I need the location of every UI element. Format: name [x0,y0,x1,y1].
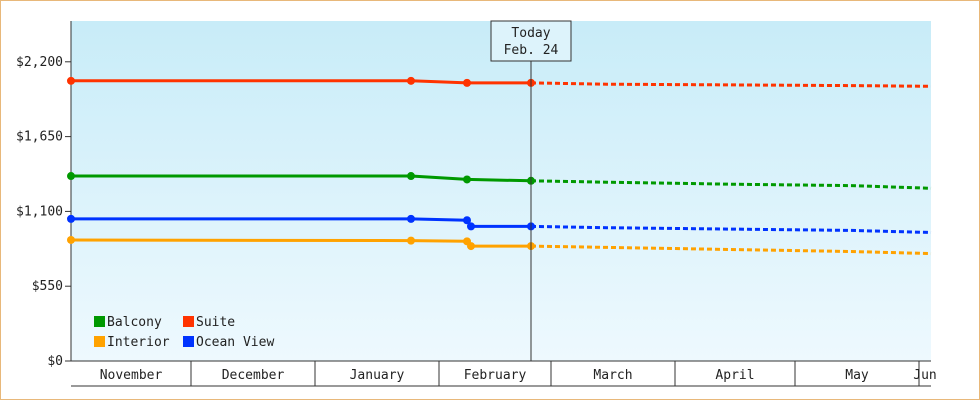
series-layer [67,76,932,256]
today-box [490,20,572,62]
data-point [67,172,75,181]
legend-label: Interior [107,335,170,350]
x-axis: November December January February March Apri… [71,360,937,387]
data-point [67,76,75,85]
x-tick-label: November [100,368,163,383]
data-point [463,78,471,87]
series-actual-line [71,79,531,85]
x-tick-label: February [464,368,527,383]
legend-swatch [183,336,194,347]
data-point [407,214,415,223]
x-tick-label: April [715,368,754,383]
y-tick-label: $550 [32,279,63,294]
data-point [467,222,475,231]
x-tick-label: May [845,368,869,383]
data-point [67,235,75,244]
series-actual-line [71,174,532,183]
series-balcony [67,172,932,190]
legend-swatch [183,316,194,327]
series-forecast-line [530,81,932,88]
y-tick-label: $0 [47,354,63,369]
y-tick-label: $1,100 [16,204,63,219]
x-tick-label: January [350,368,405,383]
y-tick-label: $1,650 [16,130,63,145]
data-point [407,76,415,85]
x-tick-label: Jun [913,368,936,383]
series-forecast-line [530,244,932,256]
y-axis: $2,200 $1,650 $1,100 $550 $0 [16,21,72,369]
data-point [407,236,415,245]
data-point [463,216,471,225]
legend-label: Suite [196,315,235,330]
series-forecast-line [530,179,932,190]
y-tick-label: $2,200 [16,55,63,70]
today-label: Today [511,26,550,41]
data-point [463,175,471,184]
data-point [67,214,75,223]
plot-area [71,21,931,361]
today-marker: Today Feb. 24 [490,20,572,361]
series-interior [67,235,932,256]
legend: Balcony Suite Interior Ocean View [94,315,274,350]
data-point [467,242,475,251]
legend-swatch [94,336,105,347]
series-forecast-line [530,224,932,234]
x-tick-label: March [593,368,632,383]
legend-label: Balcony [107,315,162,330]
x-tick-label: December [222,368,285,383]
series-suite [67,76,932,88]
legend-label: Ocean View [196,335,274,350]
legend-swatch [94,316,105,327]
data-point [407,172,415,181]
today-date: Feb. 24 [504,43,559,58]
